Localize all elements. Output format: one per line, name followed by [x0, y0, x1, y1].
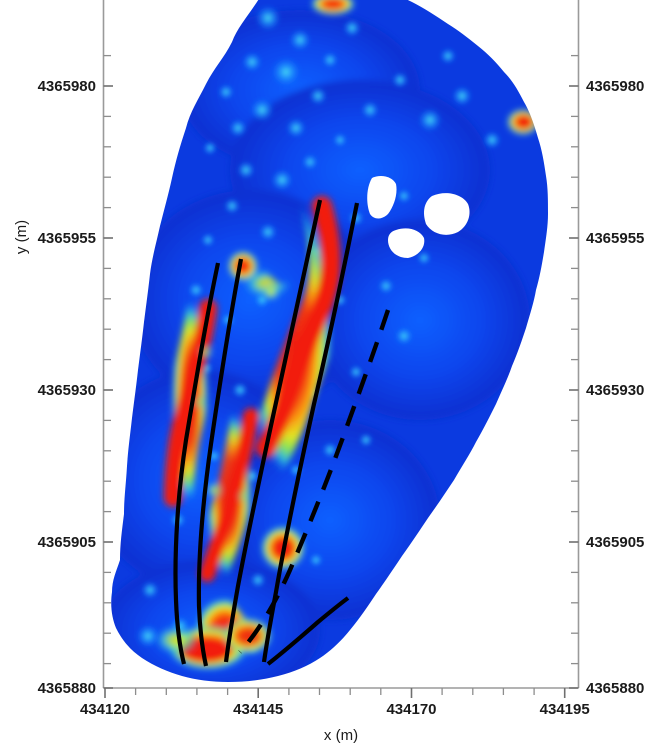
solid-curve-1: [173, 262, 221, 665]
y-tick-label: 4365880: [38, 680, 96, 697]
dashed-curve-1: [238, 309, 391, 654]
x-tick-label: 434120: [80, 701, 130, 718]
y-tick-label: 4365930: [38, 382, 96, 399]
solid-curve-5: [266, 596, 350, 666]
x-tick-label: 434145: [233, 701, 283, 718]
x-axis-title: x (m): [324, 727, 358, 744]
y-right-tick-label: 4365880: [586, 680, 644, 697]
y-tick-label: 4365905: [38, 534, 96, 551]
y-right-tick-label: 4365905: [586, 534, 644, 551]
solid-curve-4: [261, 202, 360, 663]
y-right-tick-label: 4365930: [586, 382, 644, 399]
y-axis-left-tick-labels: 4365980 4365955 4365930 4365905 4365880: [38, 78, 96, 697]
y-axis-left-ticks: [103, 54, 113, 689]
y-axis-right-ticks: [569, 54, 579, 689]
x-tick-label: 434195: [540, 701, 590, 718]
x-tick-label: 434170: [386, 701, 436, 718]
y-tick-label: 4365955: [38, 230, 96, 247]
y-axis-right-tick-labels: 4365980 4365955 4365930 4365905 4365880: [586, 78, 644, 697]
x-axis-tick-labels: 434120 434145 434170 434195: [80, 701, 590, 718]
y-axis-title: y (m): [13, 220, 30, 254]
y-right-tick-label: 4365980: [586, 78, 644, 95]
overlay-curves: [173, 199, 391, 667]
y-tick-label: 4365980: [38, 78, 96, 95]
solid-curve-3: [223, 199, 323, 663]
solid-curve-2: [196, 258, 244, 667]
x-axis-ticks: [104, 688, 566, 698]
y-right-tick-label: 4365955: [586, 230, 644, 247]
